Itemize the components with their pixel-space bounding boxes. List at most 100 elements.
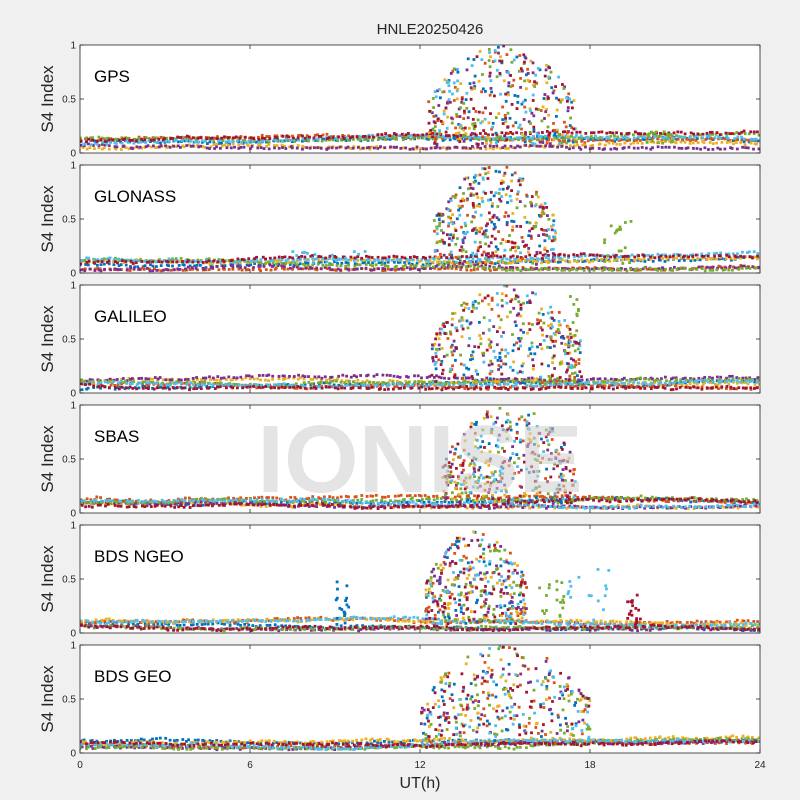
- data-point: [589, 135, 593, 138]
- data-point: [613, 147, 616, 150]
- data-point: [134, 261, 138, 265]
- data-point: [187, 265, 190, 269]
- data-point: [435, 132, 439, 136]
- data-point: [300, 255, 303, 258]
- data-point: [488, 344, 491, 348]
- data-point: [678, 386, 682, 389]
- data-point: [183, 381, 186, 385]
- data-point: [188, 143, 191, 147]
- data-point: [493, 385, 497, 389]
- data-point: [280, 139, 284, 143]
- data-point: [547, 235, 551, 239]
- data-point: [372, 135, 375, 139]
- data-point: [547, 135, 551, 139]
- data-point: [265, 502, 268, 506]
- data-point: [483, 380, 487, 383]
- data-point: [731, 132, 734, 135]
- data-point: [166, 385, 170, 389]
- data-point: [259, 258, 263, 262]
- data-point: [472, 387, 476, 391]
- data-point: [170, 378, 174, 382]
- data-point: [172, 144, 175, 148]
- data-point: [334, 500, 338, 504]
- data-point: [490, 261, 493, 265]
- data-point: [735, 141, 738, 144]
- data-point: [592, 382, 596, 386]
- data-point: [237, 143, 241, 147]
- data-point: [328, 383, 332, 387]
- data-point: [533, 85, 537, 88]
- data-point: [597, 259, 601, 262]
- data-point: [503, 171, 507, 175]
- data-point: [719, 375, 723, 379]
- data-point: [174, 257, 178, 261]
- data-point: [486, 235, 490, 239]
- data-point: [693, 258, 697, 262]
- data-point: [157, 145, 161, 149]
- data-point: [472, 58, 476, 61]
- data-point: [737, 377, 741, 380]
- data-point: [484, 224, 488, 228]
- data-point: [208, 140, 212, 144]
- data-point: [521, 266, 525, 269]
- data-point: [462, 128, 466, 132]
- data-point: [532, 125, 536, 129]
- data-point: [478, 380, 482, 384]
- data-point: [259, 386, 263, 390]
- data-point: [440, 135, 444, 139]
- data-point: [191, 260, 195, 264]
- data-point: [694, 253, 698, 257]
- data-point: [519, 259, 523, 263]
- data-point: [457, 255, 461, 259]
- data-point: [283, 267, 286, 271]
- data-point: [664, 375, 667, 379]
- data-point: [455, 89, 459, 93]
- data-point: [393, 385, 397, 389]
- data-point: [469, 86, 473, 90]
- data-point: [688, 136, 692, 139]
- data-point: [265, 374, 269, 377]
- data-point: [473, 85, 477, 88]
- data-point: [257, 386, 261, 389]
- data-point: [509, 248, 513, 252]
- data-point: [258, 263, 262, 266]
- data-point: [123, 137, 126, 141]
- data-point: [328, 138, 331, 142]
- data-point: [402, 267, 406, 271]
- data-point: [252, 266, 255, 269]
- data-point: [609, 147, 613, 151]
- data-point: [533, 204, 537, 208]
- data-point: [320, 376, 324, 380]
- data-point: [302, 145, 306, 149]
- data-point: [730, 147, 734, 150]
- data-point: [413, 380, 417, 383]
- data-point: [532, 225, 536, 229]
- data-point: [339, 380, 343, 384]
- data-point: [492, 194, 496, 198]
- data-point: [488, 264, 492, 268]
- data-point: [557, 253, 561, 257]
- data-point: [478, 50, 482, 53]
- data-point: [494, 250, 498, 253]
- data-point: [380, 136, 384, 140]
- data-point: [271, 265, 274, 268]
- data-point: [724, 257, 728, 260]
- data-point: [542, 339, 546, 342]
- data-point: [640, 142, 644, 145]
- data-point: [155, 145, 159, 149]
- data-point: [251, 500, 255, 504]
- data-point: [505, 257, 509, 261]
- data-point: [406, 500, 410, 504]
- data-point: [630, 253, 634, 257]
- data-point: [345, 267, 349, 271]
- data-point: [387, 135, 390, 139]
- data-point: [278, 383, 282, 386]
- data-point: [475, 204, 479, 208]
- data-point: [392, 382, 396, 386]
- data-point: [482, 331, 485, 335]
- data-point: [728, 140, 732, 144]
- data-point: [399, 386, 403, 390]
- data-point: [454, 229, 458, 232]
- data-point: [474, 210, 478, 214]
- data-point: [453, 311, 457, 315]
